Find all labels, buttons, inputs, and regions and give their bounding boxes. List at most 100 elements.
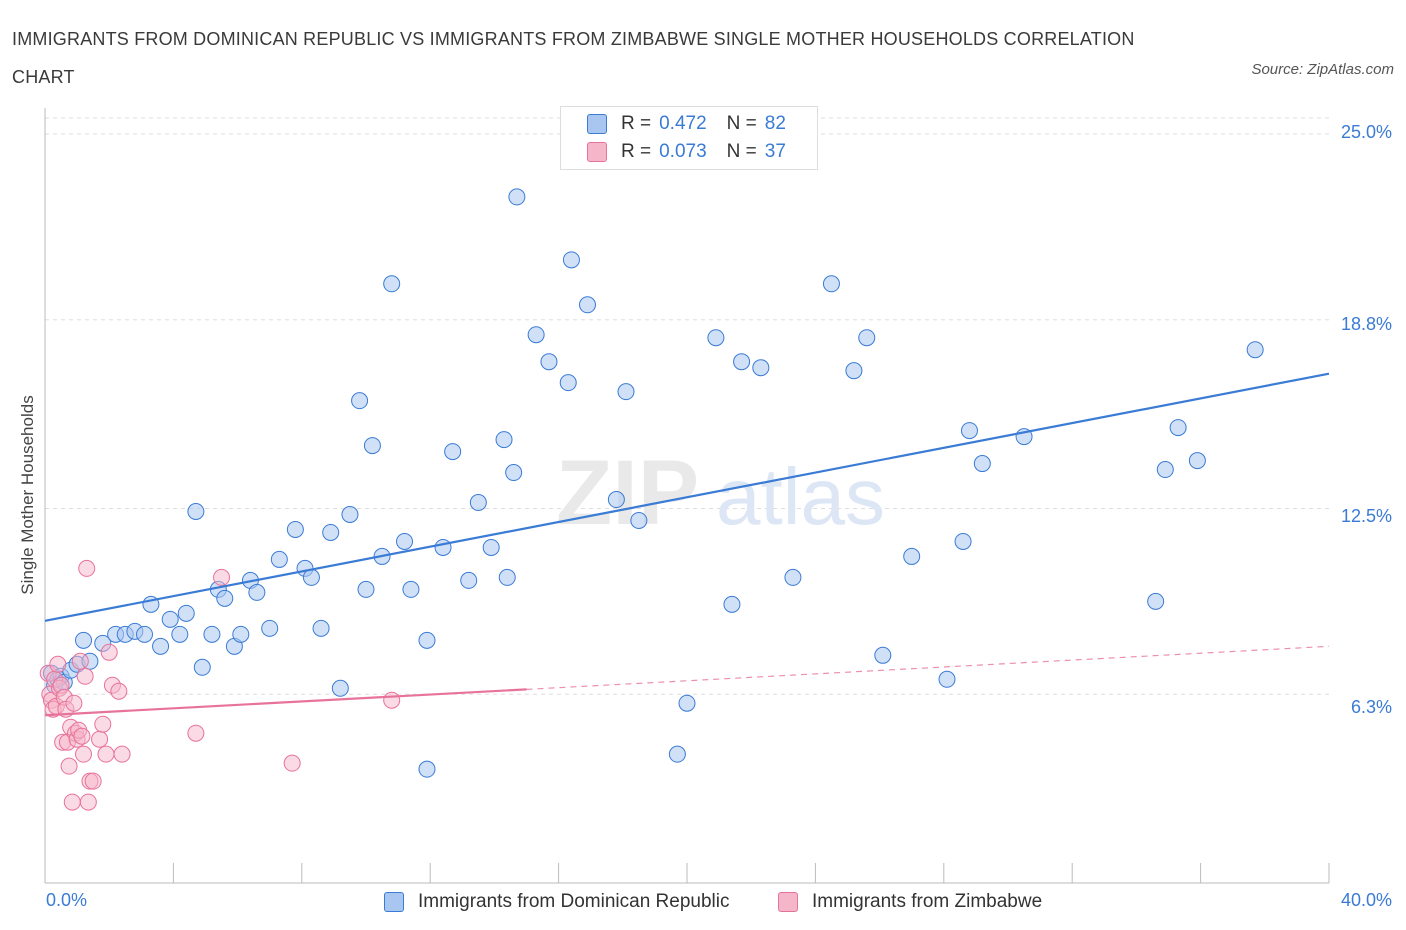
data-point-zimbabwe bbox=[84, 772, 102, 790]
data-point-dominican bbox=[733, 353, 751, 371]
bottom-legend-label: Immigrants from Dominican Republic bbox=[418, 891, 730, 912]
data-point-zimbabwe bbox=[75, 745, 93, 763]
data-point-dominican bbox=[1147, 592, 1165, 610]
data-point-zimbabwe bbox=[91, 730, 109, 748]
data-point-dominican bbox=[562, 251, 580, 269]
data-point-dominican bbox=[203, 625, 221, 643]
data-point-dominican bbox=[341, 505, 359, 523]
data-point-dominican bbox=[469, 494, 487, 512]
data-point-dominican bbox=[874, 646, 892, 664]
y-tick-6-3: 6.3% bbox=[1350, 697, 1392, 717]
bottom-legend-swatch-blue bbox=[384, 892, 404, 912]
data-point-dominican bbox=[559, 374, 577, 392]
legend-swatch-blue bbox=[587, 114, 607, 134]
data-point-dominican bbox=[418, 631, 436, 649]
data-point-dominican bbox=[617, 383, 635, 401]
data-point-zimbabwe bbox=[97, 745, 115, 763]
data-point-zimbabwe bbox=[76, 667, 94, 685]
gridlines bbox=[45, 117, 1329, 695]
data-point-dominican bbox=[322, 523, 340, 541]
data-point-dominican bbox=[1188, 452, 1206, 470]
data-point-dominican bbox=[495, 431, 513, 449]
bottom-legend-zimbabwe: Immigrants from Zimbabwe bbox=[778, 888, 1042, 916]
data-point-dominican bbox=[578, 296, 596, 314]
data-point-dominican bbox=[187, 502, 205, 520]
data-point-dominican bbox=[351, 392, 369, 410]
data-point-dominican bbox=[161, 610, 179, 628]
data-point-zimbabwe bbox=[63, 793, 81, 811]
data-point-dominican bbox=[331, 679, 349, 697]
data-point-dominican bbox=[1246, 341, 1264, 359]
data-point-dominican bbox=[363, 437, 381, 455]
data-point-zimbabwe bbox=[94, 715, 112, 733]
data-point-dominican bbox=[383, 275, 401, 293]
stats-legend: R = 0.472 N = 82 R = 0.073 N = 37 bbox=[560, 106, 818, 170]
data-point-dominican bbox=[418, 760, 436, 778]
legend-row-zimbabwe: R = 0.073 N = 37 bbox=[587, 138, 786, 166]
data-point-dominican bbox=[858, 329, 876, 347]
data-point-dominican bbox=[286, 520, 304, 538]
y-tick-25: 25.0% bbox=[1340, 122, 1392, 142]
data-point-dominican bbox=[784, 568, 802, 586]
trend-lines bbox=[44, 372, 1330, 717]
data-point-dominican bbox=[396, 532, 414, 550]
data-point-dominican bbox=[668, 745, 686, 763]
y-tick-12-5: 12.5% bbox=[1340, 506, 1392, 526]
legend-r-label: R = bbox=[621, 113, 652, 134]
trend-line-zimbabwe-extrapolated bbox=[526, 645, 1330, 690]
data-point-dominican bbox=[903, 547, 921, 565]
data-point-dominican bbox=[630, 511, 648, 529]
data-point-dominican bbox=[193, 658, 211, 676]
legend-n-label: N = bbox=[726, 141, 757, 162]
data-point-zimbabwe bbox=[49, 655, 67, 673]
legend-r-label: R = bbox=[621, 141, 652, 162]
data-point-dominican bbox=[152, 637, 170, 655]
data-point-dominican bbox=[822, 275, 840, 293]
data-point-zimbabwe bbox=[65, 694, 83, 712]
data-point-dominican bbox=[540, 353, 558, 371]
legend-row-dominican: R = 0.472 N = 82 bbox=[587, 110, 786, 138]
y-tick-18-8: 18.8% bbox=[1340, 314, 1392, 334]
legend-r-value: 0.472 bbox=[659, 113, 707, 134]
data-point-dominican bbox=[302, 568, 320, 586]
data-point-dominican bbox=[723, 595, 741, 613]
data-point-dominican bbox=[845, 362, 863, 380]
data-point-dominican bbox=[171, 625, 189, 643]
x-tick-max: 40.0% bbox=[1340, 890, 1392, 910]
source-label: Source: ZipAtlas.com bbox=[1251, 61, 1394, 78]
data-point-dominican bbox=[482, 538, 500, 556]
data-point-zimbabwe bbox=[71, 652, 89, 670]
data-point-dominican bbox=[973, 455, 991, 473]
data-point-dominican bbox=[505, 464, 523, 482]
data-point-dominican bbox=[607, 491, 625, 509]
trend-line-zimbabwe bbox=[44, 688, 527, 717]
data-point-zimbabwe bbox=[110, 682, 128, 700]
data-point-dominican bbox=[270, 550, 288, 568]
data-point-dominican bbox=[752, 359, 770, 377]
data-point-dominican bbox=[1169, 419, 1187, 437]
legend-r-value: 0.073 bbox=[659, 141, 707, 162]
data-point-dominican bbox=[261, 619, 279, 637]
data-point-zimbabwe bbox=[79, 793, 97, 811]
bottom-legend-label: Immigrants from Zimbabwe bbox=[812, 891, 1043, 912]
data-point-zimbabwe bbox=[100, 643, 118, 661]
bottom-legend-swatch-pink bbox=[778, 892, 798, 912]
data-point-zimbabwe bbox=[60, 757, 78, 775]
data-point-dominican bbox=[136, 625, 154, 643]
data-point-dominican bbox=[678, 694, 696, 712]
data-point-dominican bbox=[527, 326, 545, 344]
legend-n-value: 37 bbox=[764, 141, 786, 162]
data-point-zimbabwe bbox=[113, 745, 131, 763]
trend-line-dominican bbox=[44, 372, 1330, 622]
data-point-zimbabwe bbox=[73, 727, 91, 745]
data-point-dominican bbox=[75, 631, 93, 649]
data-point-dominican bbox=[1156, 461, 1174, 479]
data-point-zimbabwe bbox=[78, 559, 96, 577]
data-point-dominican bbox=[248, 583, 266, 601]
data-point-dominican bbox=[707, 329, 725, 347]
legend-n-value: 82 bbox=[764, 113, 786, 134]
data-point-zimbabwe bbox=[213, 568, 231, 586]
data-point-zimbabwe bbox=[187, 724, 205, 742]
data-point-dominican bbox=[444, 443, 462, 461]
